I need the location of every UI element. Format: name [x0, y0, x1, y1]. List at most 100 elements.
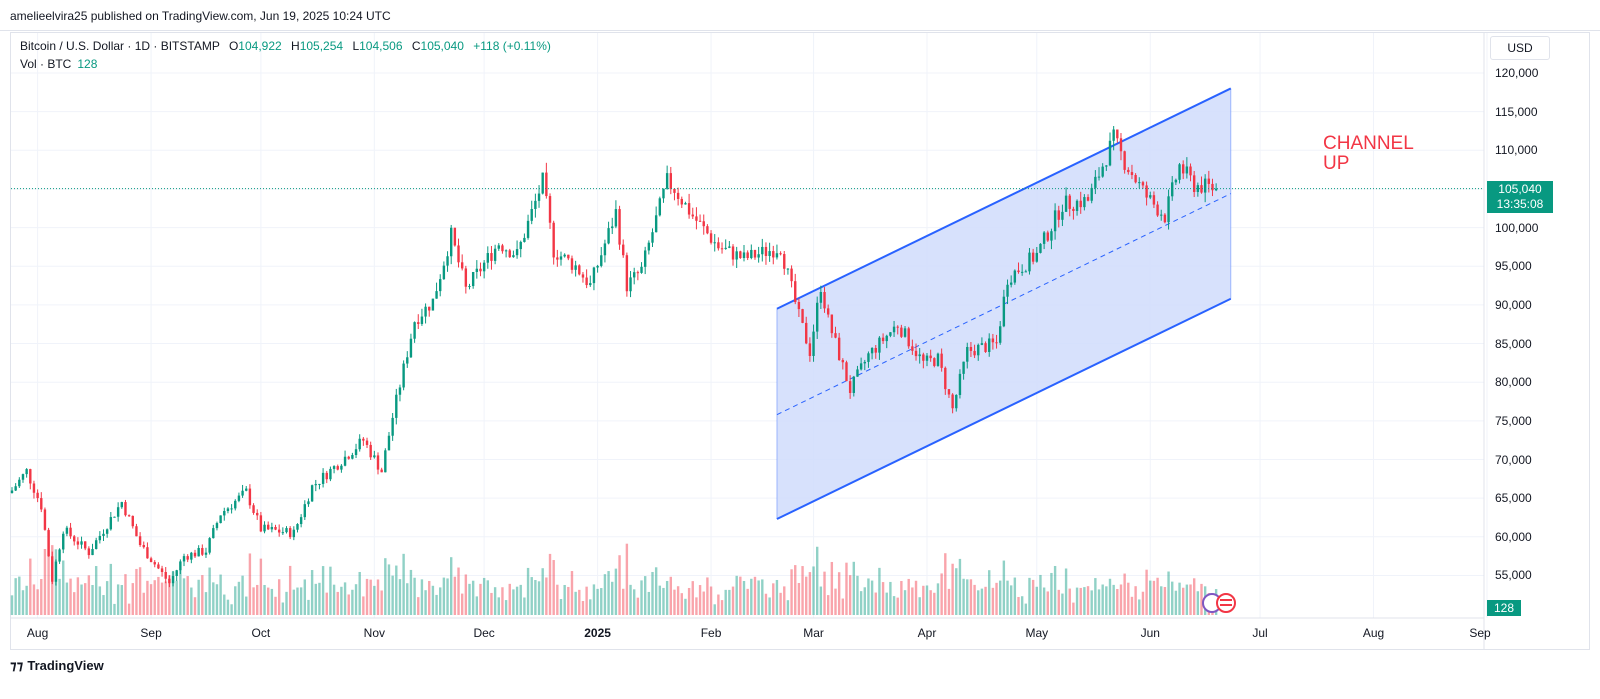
candle-body: [918, 354, 921, 357]
volume-bar: [501, 587, 504, 615]
volume-bar: [259, 558, 263, 615]
candle-body: [1075, 200, 1079, 211]
symbol-name[interactable]: Bitcoin / U.S. Dollar · 1D · BITSTAMP: [20, 39, 220, 53]
volume-bar: [237, 581, 241, 615]
candle-body: [193, 552, 197, 557]
candle-body: [848, 381, 852, 393]
candle-body: [307, 501, 310, 505]
volume-bar: [340, 586, 343, 615]
volume-bar: [643, 576, 647, 615]
change-value: +118 (+0.11%): [473, 39, 551, 53]
last-volume-badge: 128: [1487, 600, 1521, 616]
candle-body: [87, 548, 91, 556]
channel-upper-line: [776, 87, 1232, 310]
volume-bar: [277, 579, 281, 615]
volume-bar: [314, 583, 317, 615]
candle-body: [611, 226, 614, 229]
candle-body: [896, 326, 899, 328]
tradingview-footer[interactable]: ⁊⁊ TradingView: [10, 658, 104, 674]
candle-body: [596, 265, 599, 268]
volume-bar: [428, 580, 431, 615]
currency-button[interactable]: USD: [1490, 36, 1550, 60]
volume-bar: [1123, 573, 1126, 615]
volume-label[interactable]: Vol · BTC: [20, 57, 72, 71]
volume-bar: [1167, 571, 1170, 615]
candle-body: [925, 355, 929, 361]
volume-bar: [848, 575, 852, 615]
candle-body: [958, 373, 962, 395]
candle-body: [76, 541, 80, 545]
volume-bar: [530, 577, 533, 615]
volume-bar: [482, 577, 486, 615]
volume-bar: [1013, 577, 1017, 615]
time-tick-label: Nov: [363, 626, 385, 640]
high-value: 105,254: [299, 39, 344, 53]
candle-body: [124, 502, 127, 516]
candle-body: [354, 449, 358, 456]
candle-body: [351, 455, 354, 459]
volume-bar: [980, 588, 984, 615]
candle-body: [768, 251, 771, 256]
volume-bar: [563, 584, 566, 615]
candle-body: [296, 524, 299, 530]
candle-body: [369, 444, 372, 458]
candle-body: [36, 492, 39, 499]
volume-bar: [1152, 580, 1156, 615]
candle-body: [164, 571, 167, 579]
volume-bar: [837, 572, 841, 615]
candle-body: [892, 326, 896, 333]
candle-body: [753, 249, 757, 258]
volume-bar: [625, 543, 629, 615]
volume-bar: [413, 577, 416, 615]
volume-bar: [783, 586, 786, 615]
publisher-text: amelieelvira25 published on TradingView.…: [10, 9, 391, 23]
volume-bar: [859, 591, 863, 615]
low-label: L: [352, 39, 360, 53]
candle-body: [182, 556, 186, 562]
volume-bar: [892, 596, 896, 615]
candle-body: [468, 286, 471, 288]
volume-bar: [21, 590, 25, 615]
candle-body: [442, 265, 446, 280]
volume-bar: [105, 581, 109, 615]
volume-bar: [201, 575, 204, 615]
grid: [11, 33, 1488, 649]
candle-body: [647, 242, 651, 251]
candle-body: [772, 251, 775, 258]
volume-bar: [1163, 586, 1167, 615]
volume-bar: [826, 595, 830, 615]
volume-bar: [460, 593, 464, 615]
volume-bar: [611, 581, 614, 615]
volume-bar: [889, 581, 892, 615]
volume-bar: [343, 582, 347, 615]
volume-bar: [545, 577, 548, 615]
candle-body: [881, 337, 885, 342]
candle-body: [1156, 204, 1159, 216]
volume-bar: [1130, 596, 1134, 615]
candle-body: [578, 265, 581, 275]
candle-body: [633, 272, 636, 278]
candle-body: [91, 549, 94, 556]
time-tick-label: Sep: [140, 626, 162, 640]
candle-body: [1167, 196, 1170, 223]
candle-body: [1064, 195, 1068, 212]
volume-bar: [1094, 578, 1097, 615]
candle-body: [940, 353, 943, 368]
candle-body: [914, 350, 918, 357]
volume-bar: [578, 589, 581, 615]
candle-body: [966, 347, 969, 362]
candle-body: [867, 353, 870, 362]
candle-body: [589, 283, 592, 286]
candle-body: [501, 245, 504, 252]
candle-body: [1174, 179, 1178, 183]
candle-body: [230, 508, 233, 510]
time-tick-label: Aug: [1362, 626, 1385, 640]
candle-body: [1057, 210, 1060, 220]
volume-bar: [1028, 577, 1031, 615]
volume-bar: [84, 583, 87, 615]
volume-bar: [867, 578, 870, 615]
channel-annotation[interactable]: CHANNEL UP: [1323, 134, 1414, 174]
volume-bar: [182, 578, 186, 615]
candle-body: [10, 490, 14, 493]
